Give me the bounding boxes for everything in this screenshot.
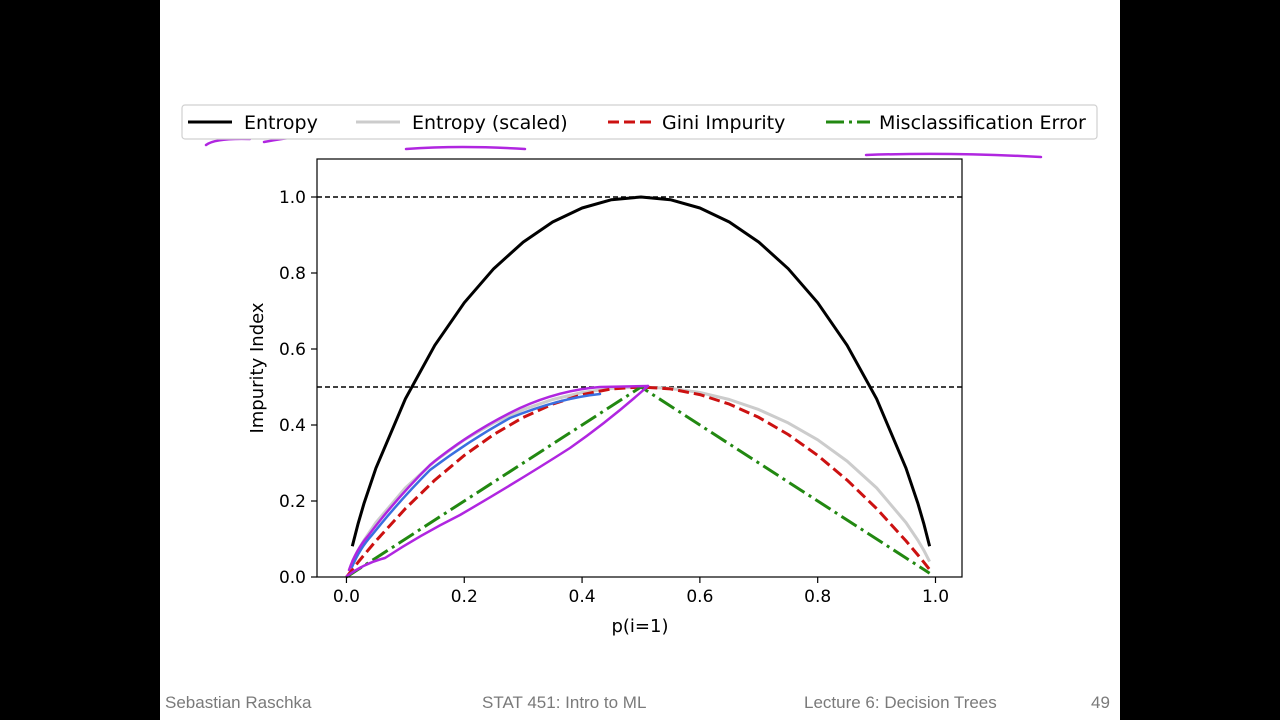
- pen-underline-entropy-scaled: [404, 145, 527, 151]
- x-tick-label: 0.0: [333, 587, 360, 607]
- legend-label-misclassification: Misclassification Error: [879, 112, 1086, 134]
- legend: Entropy Entropy (scaled) Gini Impurity M…: [181, 104, 1098, 140]
- x-tick-label: 0.6: [686, 587, 713, 607]
- x-tick-label: 0.8: [804, 587, 831, 607]
- legend-label-entropy: Entropy: [244, 112, 318, 134]
- legend-label-entropy-scaled: Entropy (scaled): [412, 112, 568, 134]
- page-number: 49: [1091, 693, 1110, 712]
- y-axis-label: Impurity Index: [247, 302, 268, 433]
- series-line-misclassification-error: [345, 385, 931, 579]
- axes: 0.0 0.2 0.4 0.6 0.8 1.0 0.0 0.2 0.4 0.6 0.8 1.0: [279, 158, 963, 607]
- x-tick-label: 0.2: [451, 587, 478, 607]
- pen-trace-misclassification: [345, 384, 650, 578]
- y-tick-label: 1.0: [279, 188, 306, 208]
- pen-annotations: [204, 132, 1043, 578]
- footer-author: Sebastian Raschka: [165, 693, 312, 712]
- x-tick-label: 0.4: [569, 587, 596, 607]
- series-line-entropy: [350, 195, 932, 547]
- y-tick-label: 0.4: [279, 416, 306, 436]
- legend-label-gini: Gini Impurity: [662, 112, 785, 134]
- x-axis-label: p(i=1): [611, 616, 668, 637]
- pen-trace-gini: [350, 392, 602, 569]
- footer-course: STAT 451: Intro to ML: [482, 693, 647, 712]
- legend-box: [181, 104, 1098, 140]
- y-tick-label: 0.6: [279, 340, 306, 360]
- footer-lecture: Lecture 6: Decision Trees: [804, 693, 997, 712]
- y-tick-label: 0.2: [279, 492, 306, 512]
- series-line-gini-impurity: [345, 385, 931, 578]
- plot-frame: [316, 158, 963, 578]
- x-tick-label: 1.0: [922, 587, 949, 607]
- pen-underline-misclassification: [864, 152, 1043, 159]
- y-tick-label: 0.8: [279, 264, 306, 284]
- series-line-entropy-scaled: [350, 385, 931, 563]
- y-tick-label: 0.0: [279, 568, 306, 588]
- pen-trace-entropy-scaled: [347, 384, 650, 572]
